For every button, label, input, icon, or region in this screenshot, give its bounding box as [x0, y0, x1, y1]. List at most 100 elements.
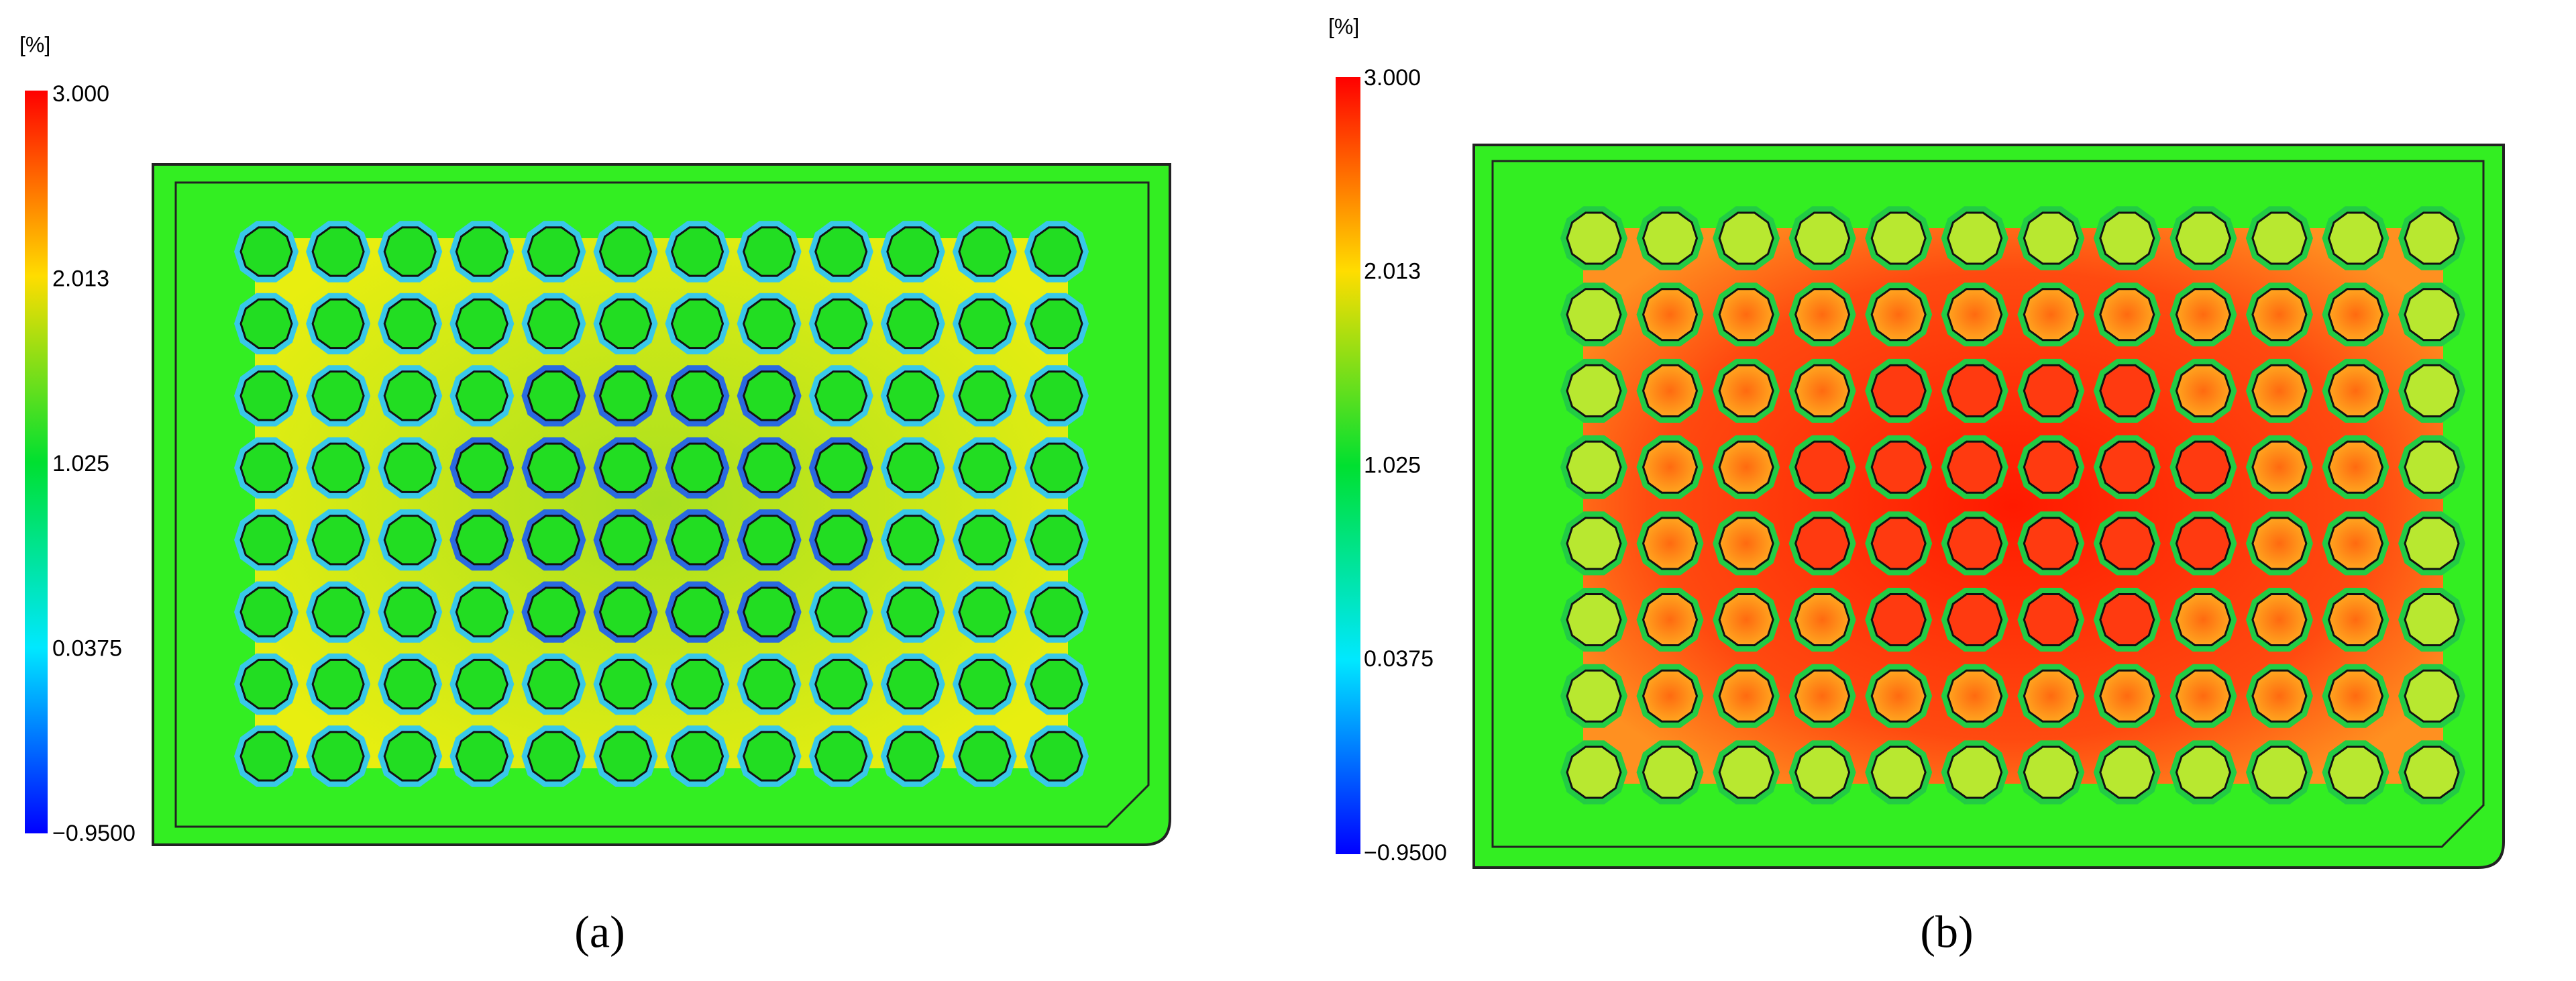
- well: [455, 586, 508, 637]
- well: [527, 442, 580, 493]
- well: [1947, 288, 2003, 342]
- well: [743, 731, 796, 782]
- well: [239, 298, 293, 350]
- colorbar-tick-label: 1.025: [52, 451, 109, 476]
- well: [1566, 288, 1622, 342]
- well: [886, 515, 940, 566]
- well: [2099, 669, 2155, 723]
- plate-field: [1583, 228, 2443, 784]
- well: [2099, 211, 2155, 265]
- well: [886, 226, 940, 277]
- well: [670, 442, 724, 493]
- well: [527, 515, 580, 566]
- well: [743, 226, 796, 277]
- well: [886, 442, 940, 493]
- well: [311, 442, 365, 493]
- well: [1566, 517, 1622, 570]
- well: [2099, 288, 2155, 342]
- well: [886, 298, 940, 350]
- well: [598, 298, 653, 350]
- well: [1870, 669, 1927, 723]
- well: [743, 298, 796, 350]
- colorbar: [1336, 77, 1360, 854]
- wells: [234, 221, 1089, 787]
- well: [2404, 288, 2460, 342]
- well: [2251, 745, 2308, 799]
- well: [1947, 745, 2003, 799]
- well: [1947, 440, 2003, 494]
- well: [311, 586, 365, 637]
- well: [814, 586, 868, 637]
- well: [2327, 288, 2384, 342]
- well: [2175, 364, 2231, 417]
- well: [1030, 586, 1083, 637]
- well: [886, 586, 940, 637]
- well: [2175, 669, 2231, 723]
- well: [1794, 211, 1851, 265]
- well: [1947, 593, 2003, 647]
- well: [1718, 745, 1774, 799]
- well: [383, 370, 437, 421]
- well: [743, 586, 796, 637]
- colorbar-tick-label: 2.013: [52, 266, 109, 291]
- colorbar-ticks: 3.000 2.013 1.025 0.0375 −0.9500 3.000 2.013 1.…: [52, 65, 1447, 866]
- well: [2175, 211, 2231, 265]
- well: [1642, 211, 1699, 265]
- well: [958, 586, 1012, 637]
- well: [1870, 745, 1927, 799]
- well: [2023, 364, 2079, 417]
- well: [455, 226, 508, 277]
- well: [2327, 211, 2384, 265]
- panel-label: (b): [1920, 907, 1973, 958]
- well: [2251, 364, 2308, 417]
- well: [1794, 593, 1851, 647]
- well: [598, 370, 653, 421]
- colorbar-tick-label: −0.9500: [1364, 840, 1447, 866]
- well: [598, 442, 653, 493]
- plate-rim: [1491, 160, 2485, 848]
- well: [958, 731, 1012, 782]
- well: [1870, 364, 1927, 417]
- well: [455, 515, 508, 566]
- well: [814, 515, 868, 566]
- well: [239, 586, 293, 637]
- colorbar-tick-label: 1.025: [1364, 452, 1421, 478]
- well: [1566, 745, 1622, 799]
- well: [598, 515, 653, 566]
- well: [2175, 517, 2231, 570]
- well: [958, 515, 1012, 566]
- well: [2175, 288, 2231, 342]
- well: [1794, 364, 1851, 417]
- well: [527, 731, 580, 782]
- well: [2099, 364, 2155, 417]
- well: [2175, 745, 2231, 799]
- well: [1794, 669, 1851, 723]
- well: [1718, 440, 1774, 494]
- well: [598, 226, 653, 277]
- colorbar-tick-label: 2.013: [1364, 259, 1421, 285]
- well: [598, 731, 653, 782]
- well: [958, 226, 1012, 277]
- well: [2327, 745, 2384, 799]
- well: [670, 731, 724, 782]
- well: [2327, 593, 2384, 647]
- plate-field: [255, 238, 1068, 768]
- well: [743, 370, 796, 421]
- well: [2023, 517, 2079, 570]
- colorbar-tick-label: −0.9500: [52, 821, 136, 846]
- well: [2251, 211, 2308, 265]
- well: [2327, 440, 2384, 494]
- well: [2404, 517, 2460, 570]
- panel-a: [%] (a): [19, 32, 1171, 958]
- well: [2099, 517, 2155, 570]
- well: [383, 515, 437, 566]
- well: [1718, 669, 1774, 723]
- well: [311, 731, 365, 782]
- well: [1718, 288, 1774, 342]
- well: [814, 731, 868, 782]
- well: [1947, 211, 2003, 265]
- well: [814, 658, 868, 710]
- well: [1794, 517, 1851, 570]
- well: [2327, 517, 2384, 570]
- well: [670, 298, 724, 350]
